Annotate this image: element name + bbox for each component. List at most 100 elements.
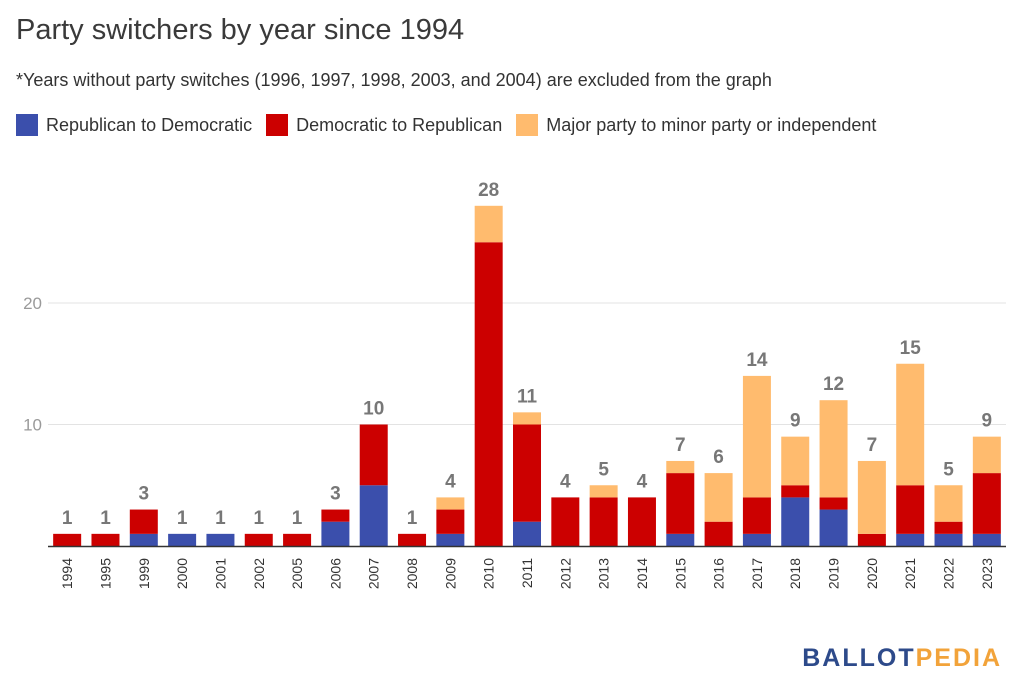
x-tick-label-1995: 1995 [97, 558, 113, 589]
bar-segment-2009-series-2 [436, 497, 465, 510]
bar-segment-1995-series-1 [91, 533, 120, 546]
x-tick-label-2017: 2017 [749, 558, 765, 589]
bar-segment-2017-series-0 [742, 533, 771, 546]
bar-segment-2009-series-1 [436, 509, 465, 534]
legend-label-major-to-minor: Major party to minor party or independen… [546, 114, 877, 135]
x-tick-label-2023: 2023 [979, 558, 995, 589]
bar-segment-2017-series-1 [742, 497, 771, 534]
x-tick-label-2022: 2022 [941, 558, 957, 589]
total-label-2015: 7 [675, 435, 686, 456]
total-label-2007: 10 [363, 399, 384, 420]
bar-segment-1999-series-1 [129, 509, 158, 534]
x-tick-label-2008: 2008 [404, 558, 420, 589]
total-label-2016: 6 [713, 447, 724, 468]
bar-segment-2015-series-0 [666, 533, 695, 546]
x-tick-label-2015: 2015 [672, 558, 688, 589]
bar-segment-2015-series-1 [666, 473, 695, 534]
legend-swatch-dem-to-rep [266, 114, 289, 136]
x-tick-label-2006: 2006 [327, 558, 343, 589]
x-tick-label-2001: 2001 [212, 558, 228, 589]
bar-segment-1994-series-1 [53, 533, 82, 546]
x-tick-label-2002: 2002 [251, 558, 267, 589]
x-tick-label-2018: 2018 [787, 558, 803, 589]
chart-subtitle: *Years without party switches (1996, 199… [16, 70, 772, 90]
x-tick-label-1994: 1994 [59, 558, 75, 589]
bar-segment-1999-series-0 [129, 533, 158, 546]
bar-segment-2015-series-2 [666, 460, 695, 474]
bar-segment-2010-series-2 [474, 205, 503, 243]
bar-segment-2019-series-0 [819, 509, 848, 546]
bar-segment-2018-series-2 [781, 436, 810, 486]
bar-segment-2012-series-1 [551, 497, 580, 546]
bar-segment-2010-series-1 [474, 242, 503, 546]
total-label-2001: 1 [215, 508, 226, 529]
total-label-2020: 7 [867, 435, 878, 456]
bar-segment-2023-series-1 [972, 473, 1001, 534]
bar-segment-2022-series-2 [934, 485, 963, 522]
total-label-1999: 3 [139, 484, 150, 505]
total-label-2011: 11 [517, 386, 538, 407]
total-label-2019: 12 [823, 374, 844, 395]
x-tick-label-2011: 2011 [519, 558, 535, 588]
legend-label-rep-to-dem: Republican to Democratic [46, 114, 253, 135]
bar-segment-2009-series-0 [436, 533, 465, 546]
total-label-2014: 4 [637, 471, 648, 492]
bar-segment-2019-series-2 [819, 400, 848, 498]
total-label-2010: 28 [478, 180, 499, 201]
bar-segment-2016-series-1 [704, 521, 733, 546]
total-label-1995: 1 [100, 508, 111, 529]
bar-segment-2021-series-2 [896, 363, 925, 486]
total-label-1994: 1 [62, 508, 73, 529]
total-label-2018: 9 [790, 411, 801, 432]
x-tick-label-2014: 2014 [634, 558, 650, 589]
bar-segment-2023-series-0 [972, 533, 1001, 546]
x-tick-label-2016: 2016 [711, 558, 727, 589]
y-tick-label-20: 20 [23, 294, 42, 313]
total-label-2013: 5 [598, 459, 609, 480]
bar-segment-2006-series-1 [321, 509, 350, 522]
bar-segment-2018-series-0 [781, 497, 810, 546]
bar-segment-2005-series-1 [283, 533, 312, 546]
x-tick-label-2010: 2010 [481, 558, 497, 589]
ballotpedia-logo: BALLOTPEDIA [802, 644, 1002, 672]
legend-item-major-to-minor: Major party to minor party or independen… [516, 114, 876, 136]
legend: Republican to Democratic Democratic to R… [16, 114, 890, 136]
x-tick-label-2005: 2005 [289, 558, 305, 589]
total-label-2002: 1 [253, 508, 264, 529]
bar-segment-2021-series-0 [896, 533, 925, 546]
bar-segment-2001-series-0 [206, 533, 235, 546]
bar-segment-2011-series-0 [513, 521, 541, 546]
x-tick-label-2009: 2009 [442, 558, 458, 589]
bar-segment-2000-series-0 [168, 533, 197, 546]
legend-item-dem-to-rep: Democratic to Republican [266, 114, 502, 136]
total-label-2022: 5 [943, 459, 954, 480]
total-label-2023: 9 [982, 411, 993, 432]
total-label-2008: 1 [407, 508, 418, 529]
total-label-2012: 4 [560, 471, 571, 492]
bar-segment-2011-series-2 [513, 412, 541, 425]
bar-segment-2017-series-2 [742, 375, 771, 498]
bar-segment-2013-series-1 [589, 497, 618, 546]
total-label-2009: 4 [445, 471, 456, 492]
x-tick-label-2007: 2007 [366, 558, 382, 589]
bar-segment-2020-series-2 [857, 460, 886, 534]
y-tick-label-10: 10 [23, 416, 42, 435]
legend-label-dem-to-rep: Democratic to Republican [296, 114, 503, 135]
x-tick-label-2013: 2013 [596, 558, 612, 589]
legend-swatch-major-to-minor [516, 114, 539, 136]
bar-segment-2007-series-0 [359, 485, 388, 546]
total-label-2021: 15 [900, 338, 922, 359]
bar-segment-2019-series-1 [819, 497, 848, 510]
legend-item-rep-to-dem: Republican to Democratic [16, 114, 252, 136]
bar-segment-2021-series-1 [896, 485, 925, 534]
bar-segment-2020-series-1 [857, 533, 886, 546]
x-tick-label-2000: 2000 [174, 558, 190, 589]
x-tick-label-2012: 2012 [557, 558, 573, 589]
bar-segment-2014-series-1 [627, 497, 656, 546]
bar-segment-2022-series-1 [934, 521, 963, 534]
x-tick-label-2021: 2021 [902, 558, 918, 589]
bar-segment-2023-series-2 [972, 436, 1001, 474]
bar-segment-2006-series-0 [321, 521, 350, 546]
legend-swatch-rep-to-dem [16, 114, 38, 136]
